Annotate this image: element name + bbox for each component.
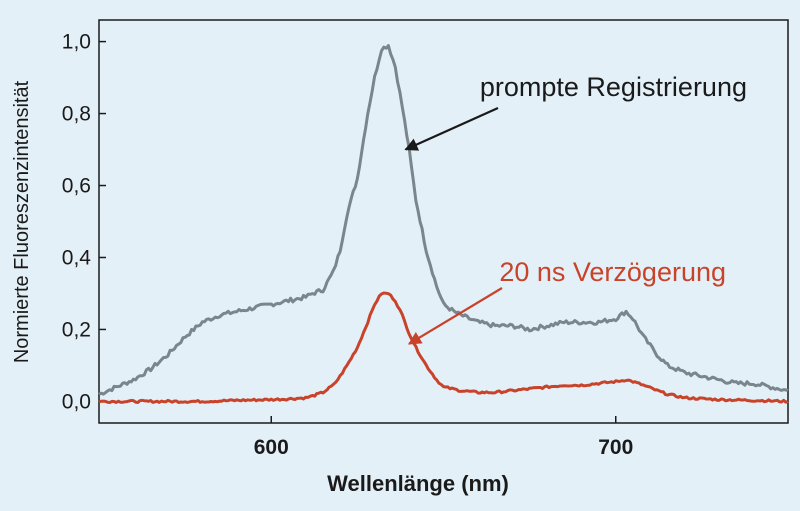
y-axis-ticks: 0,0 0,2 0,4 0,6 0,8 1,0 — [62, 31, 106, 413]
series-lines — [98, 44, 789, 404]
annotation-prompt-arrow — [404, 106, 499, 151]
annotation-prompt-label: prompte Registrierung — [480, 72, 747, 102]
y-tick-label: 0,4 — [62, 246, 92, 269]
plot-area — [98, 19, 789, 424]
annotations: prompte Registrierung 20 ns Verzögerung — [404, 72, 747, 345]
x-axis-title: Wellenlänge (nm) — [327, 471, 509, 496]
series-line-prompt — [98, 44, 789, 396]
x-tick-label: 600 — [254, 436, 289, 459]
x-axis-ticks: 600 700 — [254, 416, 633, 459]
y-tick-label: 0,0 — [62, 390, 91, 413]
y-axis-title: Normierte Fluoreszenzintensität — [11, 80, 33, 363]
y-tick-label: 0,2 — [62, 318, 91, 341]
annotation-delayed-arrow — [407, 287, 503, 345]
y-tick-label: 1,0 — [62, 31, 91, 54]
x-tick-label: 700 — [598, 436, 633, 459]
annotation-delayed-label: 20 ns Verzögerung — [499, 257, 726, 287]
y-tick-label: 0,8 — [62, 103, 91, 126]
y-tick-label: 0,6 — [62, 175, 91, 198]
series-line-delayed — [98, 291, 789, 404]
